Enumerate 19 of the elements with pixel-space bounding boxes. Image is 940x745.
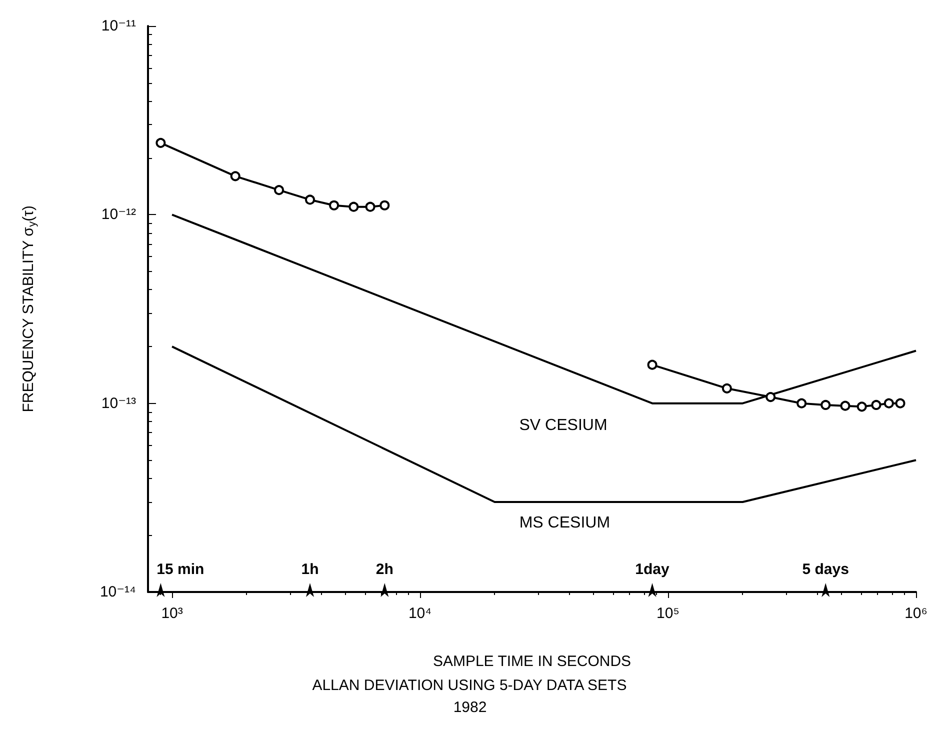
- y-tick-label: 10⁻¹⁴: [100, 584, 136, 600]
- annotation: 1day: [635, 561, 670, 578]
- x-tick-label: 10⁵: [656, 605, 680, 622]
- annotation: 2h: [376, 561, 394, 578]
- y-tick-label: 10⁻¹¹: [101, 18, 136, 34]
- y-tick-label: 10⁻¹³: [101, 394, 136, 412]
- annotation: 5 days: [802, 561, 849, 578]
- x-tick-label: 10⁶: [904, 605, 928, 622]
- series-label: SV CESIUM: [519, 416, 608, 434]
- text: ALLAN DEVIATION USING 5-DAY DATA SETS: [312, 677, 627, 694]
- y-axis-title: FREQUENCY STABILITY σy(τ): [20, 205, 38, 412]
- annotation: 15 min: [156, 561, 204, 578]
- x-tick-label: 10⁴: [408, 605, 432, 622]
- x-axis-title: SAMPLE TIME IN SECONDS: [432, 653, 632, 670]
- series-label: MS CESIUM: [519, 514, 610, 532]
- annotation: 1h: [301, 561, 319, 578]
- text: 1982: [453, 699, 487, 716]
- x-tick-label: 10³: [161, 605, 183, 622]
- y-tick-label: 10⁻¹²: [101, 206, 136, 224]
